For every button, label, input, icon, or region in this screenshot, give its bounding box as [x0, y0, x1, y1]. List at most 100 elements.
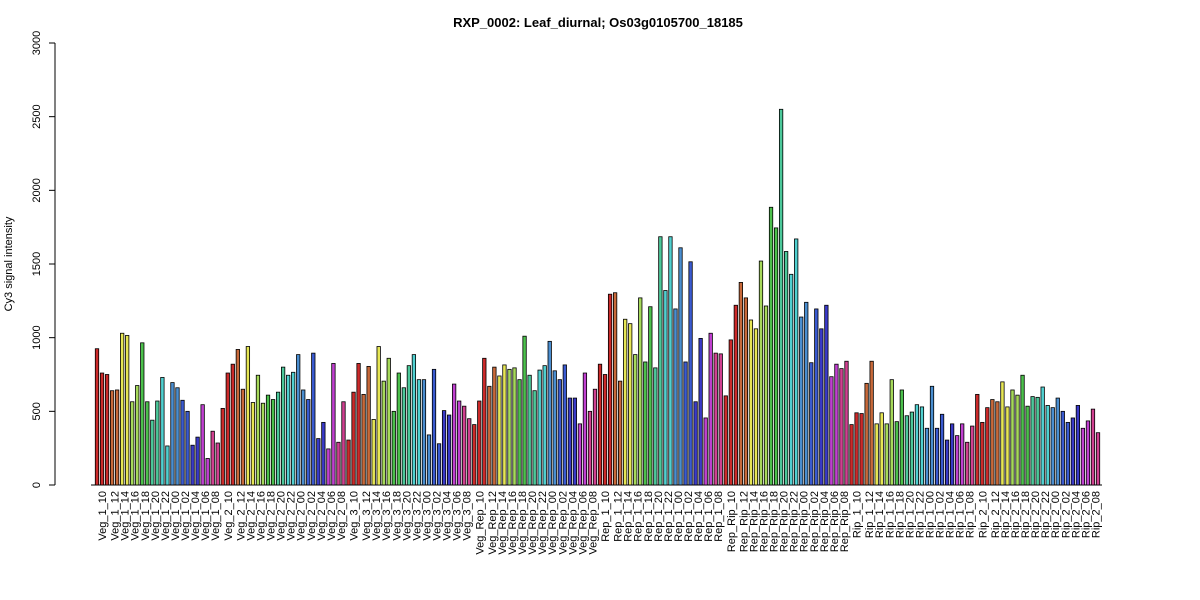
bar-rip-1-06: [955, 435, 960, 486]
bar-rip-2-08: [1090, 408, 1096, 486]
bar-veg-2-16: [255, 374, 261, 486]
bar-rep-rip-00: [799, 316, 804, 486]
bar-rip-1-10: [859, 413, 864, 486]
x-tick-label: Veg_1_14: [120, 491, 132, 541]
bar-rep-1-06: [708, 332, 713, 486]
y-tick-label: 0: [31, 482, 43, 488]
bar-rip-1-02: [939, 413, 945, 486]
x-tick-label: Veg_1_22: [160, 491, 172, 541]
bar-rip-1-16: [889, 379, 894, 486]
bar-veg-2-06: [326, 448, 331, 486]
bar-rip-1-16: [884, 423, 889, 486]
x-tick-label: Veg_3_08: [462, 491, 474, 541]
x-tick-label: Rip_2_06: [1080, 491, 1092, 538]
bar-veg-2-00: [301, 389, 306, 486]
bar-rep-1-10: [597, 363, 603, 486]
bar-rip-2-08: [1095, 432, 1101, 486]
x-tick-label: Rip_2_16: [1010, 491, 1022, 538]
bar-rip-1-18: [899, 389, 904, 486]
bar-veg-1-02: [180, 399, 185, 486]
bar-veg-rep-10: [477, 400, 482, 486]
bar-rip-1-04: [950, 423, 955, 486]
bar-veg-rep-02: [557, 379, 562, 486]
x-tick-label: Rip_1_18: [894, 491, 906, 538]
x-tick-label: Rep_Rip_16: [758, 491, 770, 552]
bar-veg-2-00: [296, 354, 301, 486]
bar-veg-3-16: [386, 357, 391, 486]
bar-veg-rep-04: [572, 397, 577, 486]
bar-rip-2-04: [1070, 417, 1075, 486]
x-tick-label: Rep_1_14: [623, 491, 635, 542]
bar-veg-1-14: [125, 335, 130, 486]
bar-veg-rep-12: [487, 385, 492, 486]
x-tick-label: Rip_2_18: [1020, 491, 1032, 538]
bar-veg-3-14: [371, 419, 376, 486]
x-tick-label: Rip_1_14: [874, 491, 886, 538]
bar-veg-1-02: [185, 410, 190, 486]
y-axis: 0 500 1000 1500 2000 2500 3000: [31, 31, 56, 488]
bar-rep-1-08: [713, 352, 718, 486]
x-tick-label: Rep_1_18: [643, 491, 655, 542]
bar-rep-rip-02: [814, 308, 819, 486]
x-tick-label: Rep_1_10: [600, 491, 612, 542]
bar-veg-1-22: [165, 445, 170, 486]
bar-rip-2-00: [1055, 397, 1060, 486]
bar-rip-1-00: [929, 385, 935, 486]
bar-veg-rep-00: [552, 370, 557, 486]
bar-rip-2-18: [1025, 405, 1030, 486]
x-tick-label: Veg_1_06: [200, 491, 212, 541]
x-tick-label: Rip_1_06: [955, 491, 967, 538]
y-tick-label: 2000: [31, 178, 43, 202]
bar-veg-1-18: [145, 401, 150, 486]
bar-veg-3-06: [452, 383, 457, 486]
bar-veg-3-22: [411, 354, 417, 486]
bar-rip-1-22: [914, 404, 920, 486]
x-tick-label: Veg_1_20: [150, 491, 162, 541]
bar-veg-1-20: [150, 419, 155, 486]
bar-veg-2-10: [220, 407, 225, 486]
bar-veg-2-12: [240, 388, 245, 486]
bar-veg-rep-06: [582, 372, 588, 486]
bar-veg-1-14: [120, 332, 125, 486]
bar-rip-2-20: [1030, 396, 1035, 486]
bar-rep-rip-02: [809, 362, 814, 486]
bar-rip-2-16: [1015, 394, 1020, 486]
bar-veg-rep-02: [562, 364, 567, 486]
bar-veg-2-04: [321, 421, 326, 486]
x-tick-label: Veg_Rep_06: [577, 491, 589, 555]
x-tick-label: Rip_1_08: [965, 491, 977, 538]
bar-rip-1-08: [970, 425, 975, 486]
x-tick-label: Rep_1_04: [693, 491, 705, 542]
bar-rep-1-18: [648, 306, 653, 486]
bar-veg-rep-22: [537, 369, 542, 486]
bar-rep-rip-14: [753, 328, 759, 486]
bar-veg-1-16: [135, 385, 140, 486]
bar-veg-3-10: [351, 391, 356, 486]
bar-rip-2-00: [1050, 407, 1055, 486]
x-tick-label: Veg_1_10: [97, 491, 109, 541]
bar-veg-3-20: [406, 365, 411, 486]
x-tick-label: Veg_2_02: [306, 491, 318, 541]
bar-veg-rep-18: [517, 379, 522, 486]
bar-rip-2-10: [980, 421, 985, 486]
x-tick-label: Veg_1_18: [140, 491, 152, 541]
y-tick-label: 500: [31, 402, 43, 420]
bar-veg-2-16: [260, 402, 266, 486]
bar-rip-2-22: [1040, 386, 1045, 486]
bar-rep-rip-16: [763, 305, 769, 486]
bar-veg-rep-08: [587, 410, 593, 486]
bar-rep-1-16: [633, 354, 638, 486]
x-tick-label: Rep_Rip_12: [738, 491, 750, 552]
x-tick-label: Veg_3_22: [411, 491, 423, 541]
x-tick-label: Rep_1_22: [663, 491, 675, 542]
bar-rip-1-10: [854, 412, 859, 486]
bar-rip-1-14: [879, 412, 884, 486]
bar-veg-3-22: [416, 379, 422, 486]
x-tick-label: Veg_1_16: [130, 491, 142, 541]
bar-rip-2-16: [1010, 389, 1015, 486]
bar-rep-rip-14: [748, 319, 754, 486]
bar-rep-rip-08: [839, 368, 844, 486]
bar-veg-rep-08: [592, 388, 598, 486]
x-tick-label: Rep_Rip_04: [819, 491, 831, 552]
x-tick-label: Veg_3_14: [371, 491, 383, 541]
